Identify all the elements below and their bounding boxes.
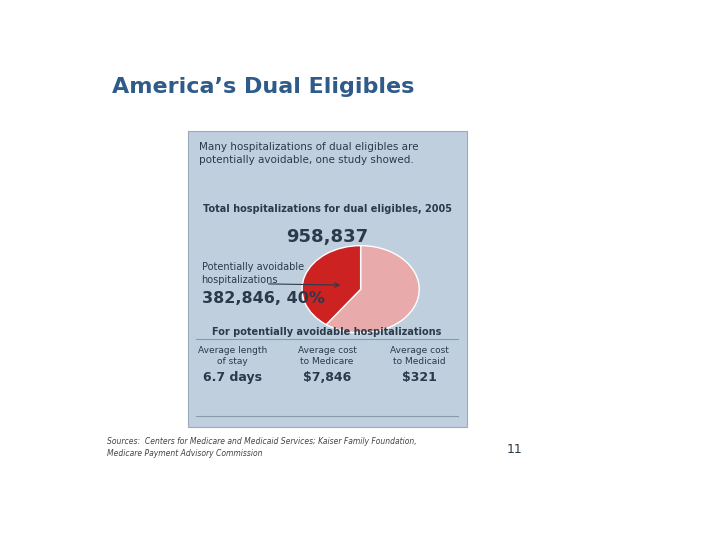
Text: Average cost
to Medicare: Average cost to Medicare xyxy=(297,346,356,366)
Text: Average length
of stay: Average length of stay xyxy=(198,346,267,366)
Text: America’s Dual Eligibles: America’s Dual Eligibles xyxy=(112,77,415,97)
Text: 6.7 days: 6.7 days xyxy=(203,370,262,383)
Text: For potentially avoidable hospitalizations: For potentially avoidable hospitalizatio… xyxy=(212,327,442,338)
Text: $321: $321 xyxy=(402,370,436,383)
Text: Sources:  Centers for Medicare and Medicaid Services; Kaiser Family Foundation,
: Sources: Centers for Medicare and Medica… xyxy=(107,437,416,458)
FancyBboxPatch shape xyxy=(188,131,467,427)
Text: Average cost
to Medicaid: Average cost to Medicaid xyxy=(390,346,449,366)
Text: Many hospitalizations of dual eligibles are
potentially avoidable, one study sho: Many hospitalizations of dual eligibles … xyxy=(199,141,418,165)
Wedge shape xyxy=(326,246,419,333)
Text: 958,837: 958,837 xyxy=(286,228,368,246)
Text: 11: 11 xyxy=(506,443,522,456)
Text: Total hospitalizations for dual eligibles, 2005: Total hospitalizations for dual eligible… xyxy=(202,204,451,214)
Wedge shape xyxy=(302,246,361,325)
Text: $7,846: $7,846 xyxy=(303,370,351,383)
Text: 382,846, 40%: 382,846, 40% xyxy=(202,291,325,306)
Text: Potentially avoidable
hospitalizations: Potentially avoidable hospitalizations xyxy=(202,262,304,285)
